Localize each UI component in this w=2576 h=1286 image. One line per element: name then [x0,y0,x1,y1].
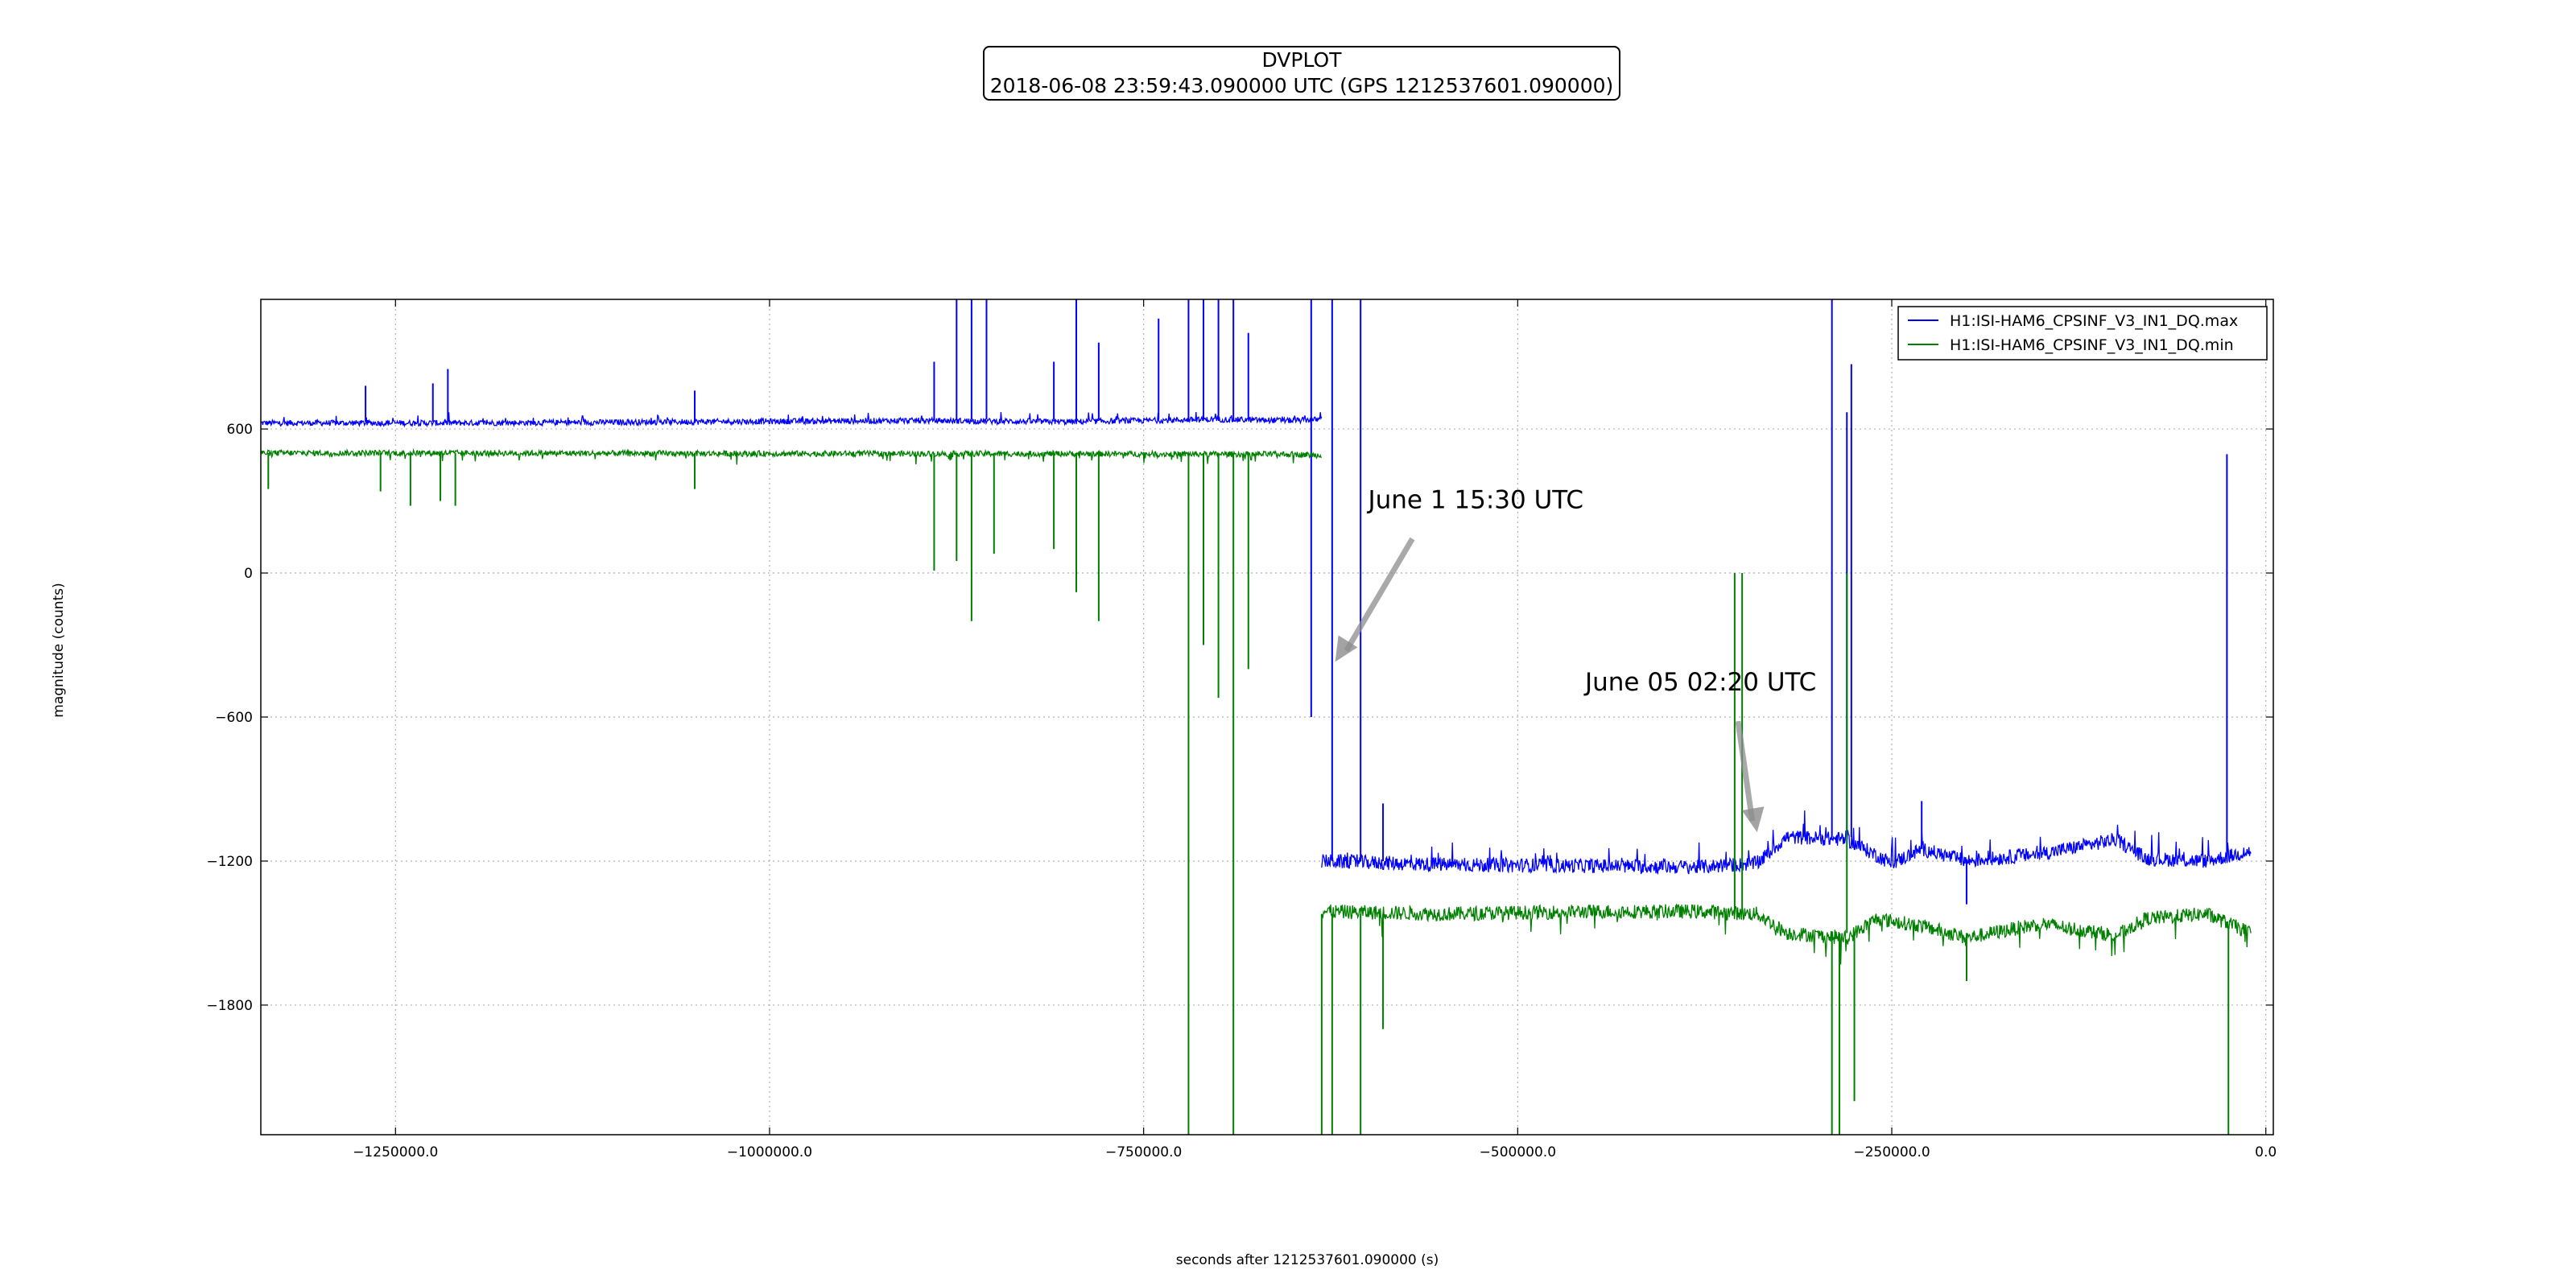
plot-frame [260,299,2274,1136]
x-tick-label: −1000000.0 [727,1144,812,1160]
series-line-min [260,447,1322,465]
title-box: DVPLOT 2018-06-08 23:59:43.090000 UTC (G… [983,46,1620,101]
x-tick-label: 0.0 [2255,1144,2277,1160]
annotation-text: June 1 15:30 UTC [1366,486,1583,515]
y-tick-label: −1800 [206,998,253,1014]
legend-label-max: H1:ISI-HAM6_CPSINF_V3_IN1_DQ.max [1950,312,2238,330]
x-tick-label: −250000.0 [1853,1144,1930,1160]
plot-layer: −1250000.0 −1000000.0 −750000.0 −500000.0 −2… [206,299,2277,1160]
x-axis-label: seconds after 1212537601.090000 (s) [1176,1252,1439,1268]
x-tick-label: −750000.0 [1105,1144,1182,1160]
x-tick-label: −500000.0 [1480,1144,1556,1160]
chart-title: DVPLOT [1261,48,1342,72]
series-line-max [260,412,1323,428]
annotation-arrow-head [1335,635,1358,662]
y-tick-label: 600 [227,422,253,438]
annotation-text: June 05 02:20 UTC [1583,668,1816,697]
annotation-arrow-shaft [1735,720,1756,822]
legend: H1:ISI-HAM6_CPSINF_V3_IN1_DQ.max H1:ISI-… [1897,306,2268,361]
legend-box [1897,306,2268,361]
legend-label-min: H1:ISI-HAM6_CPSINF_V3_IN1_DQ.min [1950,336,2234,354]
y-tick-label: −600 [215,710,253,726]
y-axis-label: magnitude (counts) [51,583,67,717]
y-tick-label: 0 [244,566,253,582]
chart-subtitle: 2018-06-08 23:59:43.090000 UTC (GPS 1212… [989,74,1614,97]
annotation-arrow-shaft [1344,537,1415,653]
x-tick-label: −1250000.0 [353,1144,438,1160]
y-tick-label: −1200 [206,854,253,870]
series-line-min [1321,903,2252,965]
annotation-arrow-head [1741,806,1765,833]
series-line-max [1321,810,2252,875]
